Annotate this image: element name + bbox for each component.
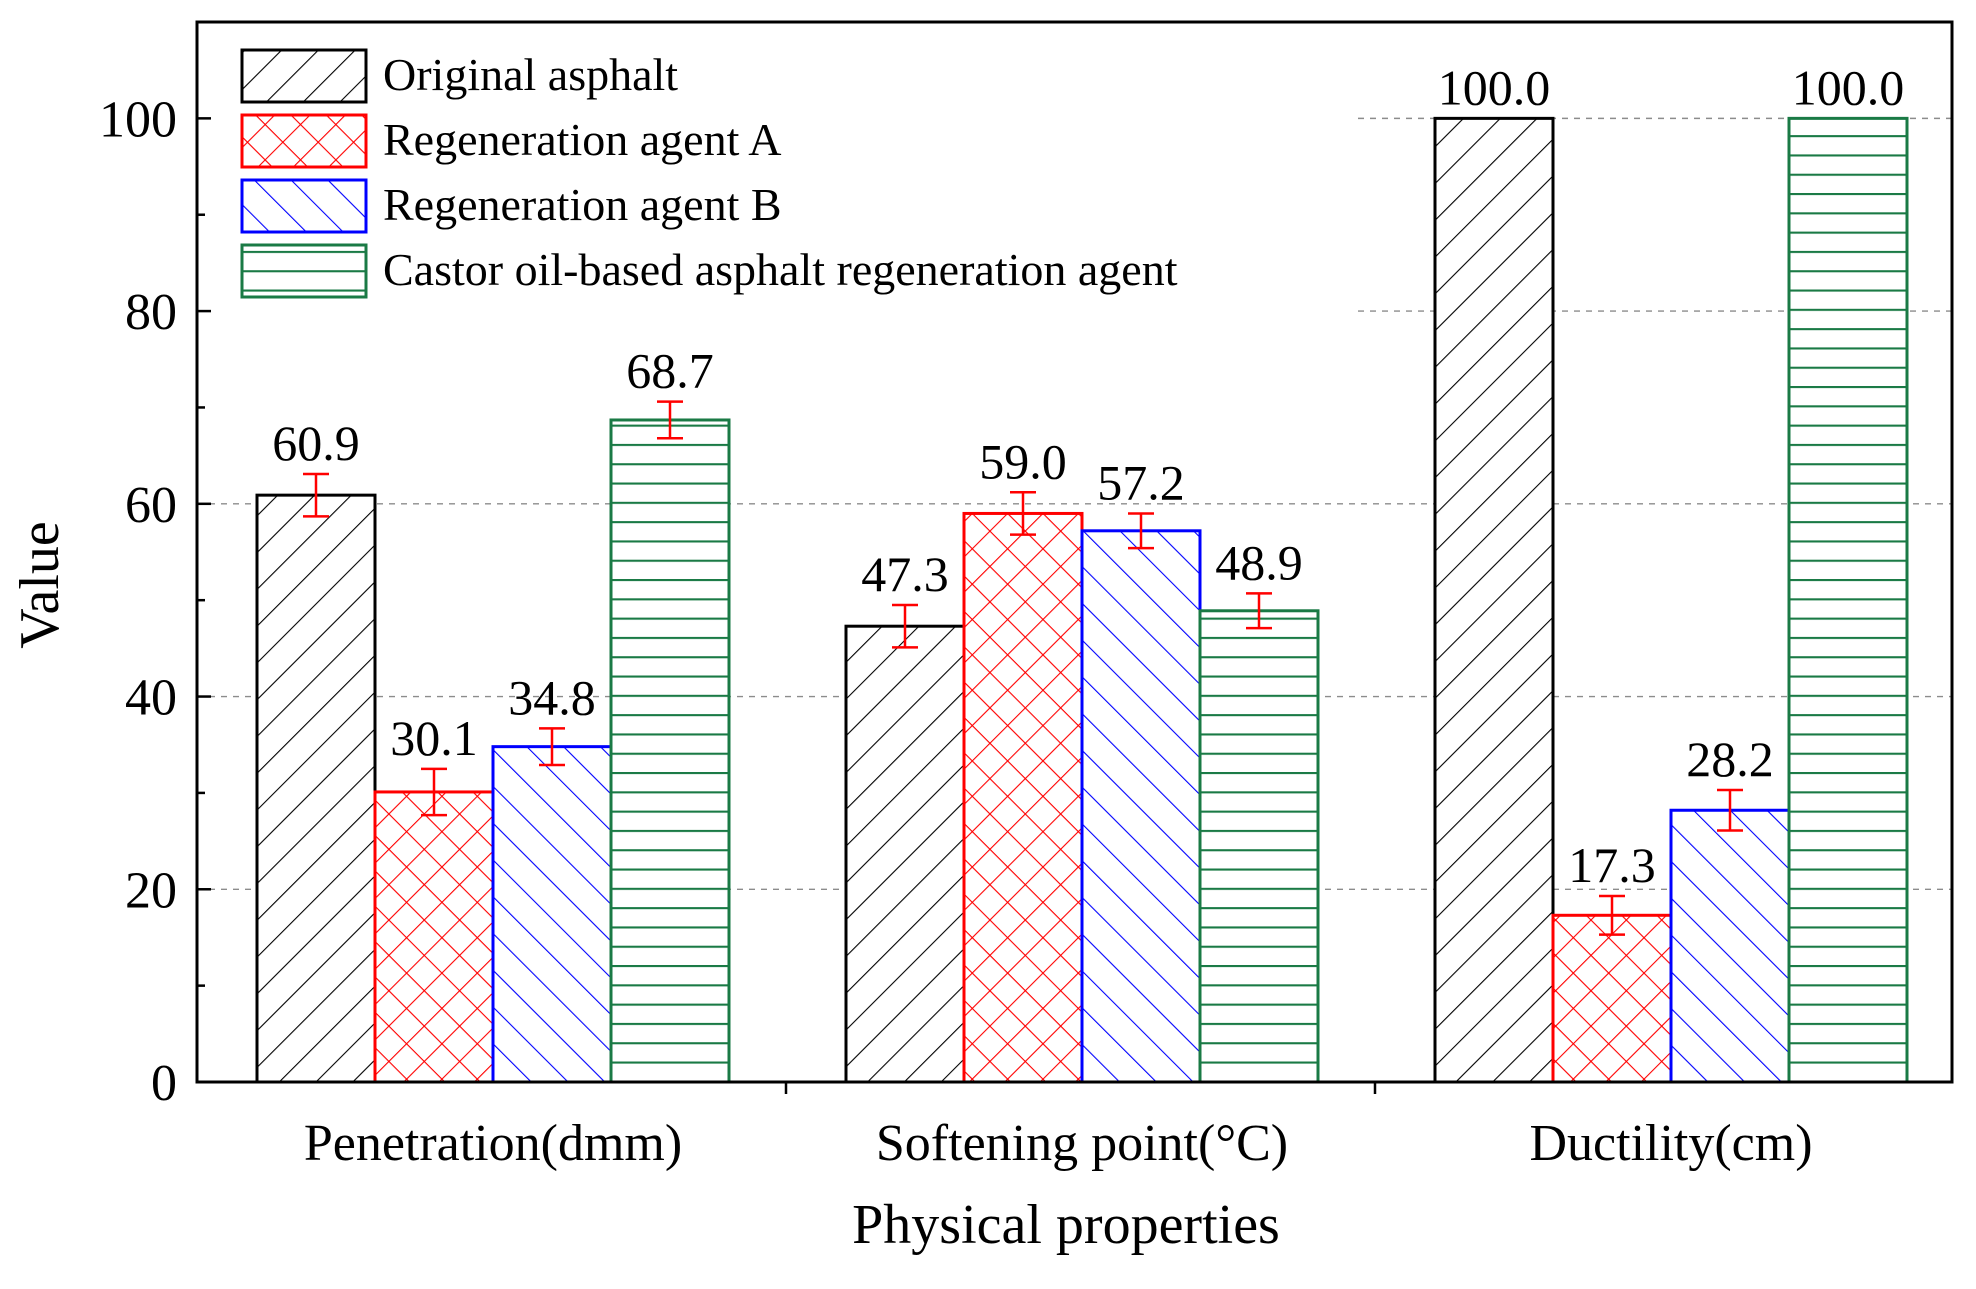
legend-label-2: Regeneration agent B [383,179,782,230]
bar-1-2 [1551,913,1673,1084]
value-labels: 60.9 47.3 100.0 30.1 59.0 17.3 34.8 57.2 28.2 68.… [272,59,1904,893]
y-axis-title: Value [9,521,71,649]
data-label-3-2: 100.0 [1792,59,1905,115]
x-axis-title: Physical properties [852,1194,1280,1256]
bar-3-2 [1787,116,1909,1084]
y-tick-label-100: 100 [99,91,177,148]
bar-0-2 [1433,116,1555,1084]
error-bars [303,400,1743,936]
y-tick-label-40: 40 [125,670,177,727]
data-label-2-1: 57.2 [1097,454,1185,510]
bar-0-1 [844,624,966,1084]
y-tick-label-0: 0 [151,1055,177,1112]
axes: 0 20 40 60 80 100 Penetration(dmm) Softening po… [99,20,1954,1172]
data-label-3-1: 48.9 [1215,534,1303,590]
data-label-2-0: 34.8 [508,669,596,725]
legend-swatch-3 [240,243,368,299]
legend-label-3: Castor oil-based asphalt regeneration ag… [383,244,1178,295]
bar-2-2 [1669,808,1791,1084]
legend-label-1: Regeneration agent A [383,114,782,165]
y-tick-label-80: 80 [125,284,177,341]
data-label-3-0: 68.7 [626,343,714,399]
bar-3-1 [1198,609,1320,1084]
bar-0-0 [255,493,377,1084]
x-tick-label-0: Penetration(dmm) [304,1115,682,1172]
bar-2-0 [491,745,613,1084]
legend-swatch-1 [240,113,368,169]
y-tick-label-60: 60 [125,477,177,534]
legend-swatch-0 [240,48,368,104]
data-label-0-2: 100.0 [1438,59,1551,115]
data-label-1-1: 59.0 [979,433,1067,489]
legend-label-0: Original asphalt [383,49,678,100]
data-label-1-0: 30.1 [390,710,478,766]
bar-1-0 [373,790,495,1084]
plot-frame [195,20,1954,1084]
x-tick-label-1: Softening point(°C) [876,1115,1288,1172]
data-label-2-2: 28.2 [1686,731,1774,787]
bar-2-1 [1080,529,1202,1084]
data-label-0-1: 47.3 [861,546,949,602]
bar-1-1 [962,511,1084,1084]
bar-3-0 [609,418,731,1084]
y-tick-label-20: 20 [125,862,177,919]
bars [255,116,1909,1084]
legend-swatch-2 [240,178,368,234]
x-tick-label-2: Ductility(cm) [1529,1115,1812,1172]
legend: Original asphalt Regeneration agent A Rege… [240,48,1178,299]
data-label-0-0: 60.9 [272,415,360,471]
data-label-1-2: 17.3 [1568,837,1656,893]
